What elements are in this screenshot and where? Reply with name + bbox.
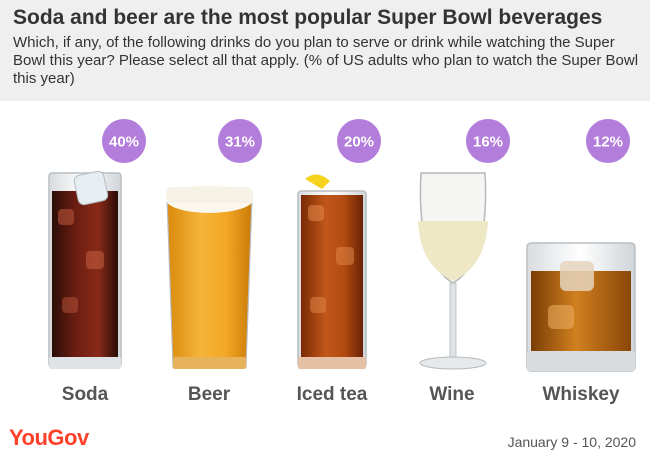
- yougov-logo: YouGov: [9, 425, 89, 450]
- soda-glass-icon: [48, 170, 122, 369]
- value-label-whiskey: 12%: [593, 134, 623, 151]
- badge-circle: [337, 119, 381, 163]
- category-label-beer: Beer: [188, 384, 231, 405]
- category-labels: Soda Beer Iced tea Wine Whiskey: [62, 384, 620, 405]
- value-badge-beer: 31%: [218, 119, 262, 163]
- whiskey-glass-icon: [526, 242, 636, 372]
- value-badge-soda: 40%: [102, 119, 146, 163]
- badge-circle: [102, 119, 146, 163]
- iced-tea-glass-icon: [297, 174, 367, 369]
- value-label-soda: 40%: [109, 134, 139, 151]
- value-badge-whiskey: 12%: [586, 119, 630, 163]
- header: Soda and beer are the most popular Super…: [0, 0, 650, 101]
- value-badge-iced-tea: 20%: [337, 119, 381, 163]
- category-label-whiskey: Whiskey: [542, 384, 620, 405]
- chart-subtitle: Which, if any, of the following drinks d…: [13, 34, 639, 87]
- value-label-iced-tea: 20%: [344, 134, 374, 151]
- badge-circle: [218, 119, 262, 163]
- badge-circle: [586, 119, 630, 163]
- category-label-iced-tea: Iced tea: [297, 384, 368, 405]
- beer-glass-icon: [165, 185, 254, 369]
- category-label-soda: Soda: [62, 384, 109, 405]
- wine-glass-icon: [418, 172, 488, 370]
- badge-circle: [466, 119, 510, 163]
- chart-stage: 40% 31% 20% 16% 12% Soda Beer Iced tea Wine Whis…: [48, 119, 636, 405]
- survey-date: January 9 - 10, 2020: [507, 434, 636, 450]
- value-label-wine: 16%: [473, 134, 503, 151]
- category-label-wine: Wine: [429, 384, 474, 405]
- value-badges: 40% 31% 20% 16% 12%: [102, 119, 630, 163]
- value-label-beer: 31%: [225, 134, 255, 151]
- chart-title: Soda and beer are the most popular Super…: [13, 6, 603, 29]
- value-badge-wine: 16%: [466, 119, 510, 163]
